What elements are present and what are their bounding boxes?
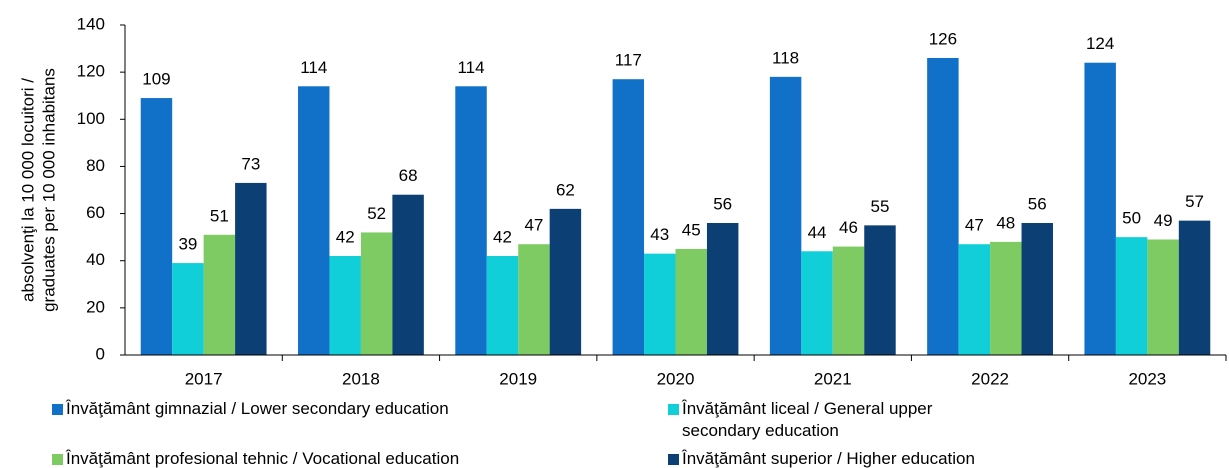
data-label: 50: [1122, 209, 1141, 228]
bar: [769, 76, 802, 355]
bar: [1147, 239, 1179, 355]
bar: [958, 244, 991, 355]
y-axis-title-line: graduates per 10 000 inhabitans: [39, 68, 58, 312]
bar: [360, 232, 393, 355]
data-label: 56: [1028, 194, 1047, 213]
bar: [329, 256, 361, 355]
data-label: 48: [996, 213, 1015, 232]
bar: [612, 79, 645, 355]
x-tick-label: 2018: [342, 369, 380, 388]
data-label: 47: [524, 216, 543, 235]
bar: [203, 234, 236, 355]
y-tick-label: 0: [96, 344, 105, 363]
legend-label: Învăţământ superior / Higher education: [682, 449, 975, 468]
bar: [864, 225, 896, 355]
data-label: 52: [367, 204, 386, 223]
bar: [235, 182, 267, 355]
legend-swatch: [52, 404, 63, 415]
data-label: 46: [839, 218, 858, 237]
data-label: 114: [457, 58, 484, 77]
y-tick-label: 40: [86, 250, 105, 269]
data-label: 42: [493, 227, 512, 246]
data-label: 51: [210, 206, 229, 225]
bar: [675, 248, 707, 355]
bar: [706, 223, 739, 355]
y-axis-title-line: absolvenţi la 10 000 locuitori /: [18, 78, 37, 302]
legend-swatch: [668, 404, 679, 415]
data-label: 49: [1154, 211, 1173, 230]
data-label: 56: [713, 194, 732, 213]
legend-item: Învăţământ gimnazial / Lower secondary e…: [52, 398, 572, 420]
x-tick-label: 2019: [499, 369, 537, 388]
bar: [518, 244, 550, 355]
data-label: 114: [300, 58, 327, 77]
y-tick-label: 120: [77, 62, 105, 81]
data-label: 42: [336, 227, 355, 246]
bar: [140, 98, 173, 356]
data-label: 47: [965, 216, 984, 235]
bar: [832, 246, 865, 355]
bar: [644, 253, 676, 355]
legend-item: Învăţământ superior / Higher education: [668, 448, 1188, 468]
legend-swatch: [52, 454, 63, 465]
data-label: 44: [808, 223, 827, 242]
bar: [1084, 62, 1116, 355]
data-label: 43: [650, 225, 669, 244]
data-label: 55: [871, 197, 890, 216]
bar: [549, 208, 582, 355]
data-label: 57: [1185, 192, 1204, 211]
x-tick-label: 2017: [185, 369, 223, 388]
bar: [1115, 237, 1148, 355]
bar: [486, 256, 519, 355]
data-label: 68: [399, 166, 418, 185]
y-tick-label: 140: [77, 14, 105, 33]
bar: [172, 263, 204, 355]
y-axis-title: absolvenţi la 10 000 locuitori / graduat…: [18, 68, 58, 312]
data-label: 62: [556, 180, 575, 199]
y-tick-label: 60: [86, 203, 105, 222]
legend-label: Învăţământ profesional tehnic / Vocation…: [66, 449, 460, 468]
bar: [298, 86, 330, 356]
x-tick-label: 2022: [971, 369, 1009, 388]
legend-item: Învăţământ profesional tehnic / Vocation…: [52, 448, 612, 468]
x-tick-label: 2023: [1128, 369, 1166, 388]
data-label: 39: [178, 235, 197, 254]
bar: [801, 251, 833, 355]
y-tick-label: 20: [86, 297, 105, 316]
bar: [927, 58, 959, 355]
bar: [392, 194, 424, 355]
y-tick-label: 80: [86, 156, 105, 175]
plot: absolvenţi la 10 000 locuitori / graduat…: [18, 14, 1227, 388]
bar: [1178, 220, 1211, 355]
data-label: 73: [241, 154, 260, 173]
legend-label: Învăţământ gimnazial / Lower secondary e…: [66, 399, 449, 418]
x-tick-label: 2021: [814, 369, 852, 388]
data-label: 124: [1086, 34, 1114, 53]
legend-label: Învăţământ liceal / General upper second…: [682, 399, 933, 440]
legend-item: Învăţământ liceal / General upper second…: [668, 398, 998, 442]
bar: [1021, 223, 1053, 355]
legend-swatch: [668, 454, 679, 465]
data-label: 45: [682, 220, 701, 239]
data-label: 126: [929, 29, 957, 48]
bar: [990, 241, 1022, 355]
y-tick-label: 100: [77, 109, 105, 128]
data-label: 109: [142, 70, 170, 89]
data-label: 118: [772, 48, 799, 67]
bar: [455, 86, 487, 356]
data-label: 117: [615, 51, 642, 70]
x-tick-label: 2020: [657, 369, 695, 388]
